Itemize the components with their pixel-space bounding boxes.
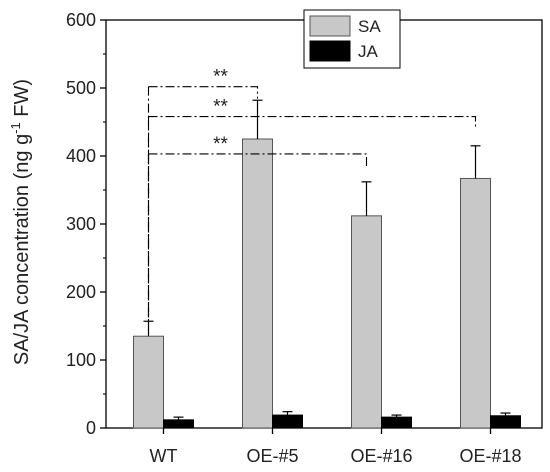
legend-label: SA	[358, 17, 381, 36]
x-tick-label: OE-#16	[350, 446, 412, 466]
y-axis-title-superscript: -1	[8, 122, 23, 134]
legend-swatch	[309, 15, 351, 37]
y-axis-title-main: SA/JA concentration (ng g	[11, 134, 33, 365]
x-tick-label: WT	[150, 446, 178, 466]
ja-bar	[381, 416, 412, 429]
ja-bar	[163, 419, 194, 429]
ja-bar	[272, 414, 303, 429]
y-tick-label: 0	[86, 418, 96, 438]
y-tick-label: 100	[66, 350, 96, 370]
y-tick-label: 500	[66, 78, 96, 98]
sa-bar	[351, 215, 382, 429]
x-tick-label: OE-#18	[459, 446, 521, 466]
sa-bar	[242, 138, 273, 429]
y-tick-label: 600	[66, 10, 96, 30]
y-axis-title: SA/JA concentration (ng g-1 FW)	[8, 79, 33, 365]
legend-swatch	[309, 40, 351, 62]
sa-bar	[133, 335, 164, 429]
significance-bracket	[148, 153, 368, 166]
legend-label: JA	[358, 42, 379, 61]
plot-area: 0 100 200 300 400 500 600 WT OE-#5 OE-#16 OE-#18 **…	[66, 9, 543, 466]
x-tick-label: OE-#5	[246, 446, 298, 466]
significance-bracket	[148, 116, 477, 129]
significance-bracket	[148, 86, 259, 99]
y-tick-label: 300	[66, 214, 96, 234]
significance-label: **	[213, 134, 228, 155]
significance-label: **	[213, 97, 228, 118]
y-tick-label: 400	[66, 146, 96, 166]
y-axis-title-tail: FW)	[11, 79, 33, 122]
sa-bar	[460, 177, 491, 429]
ja-bar	[490, 415, 521, 429]
significance-label: **	[213, 67, 228, 88]
y-tick-label: 200	[66, 282, 96, 302]
